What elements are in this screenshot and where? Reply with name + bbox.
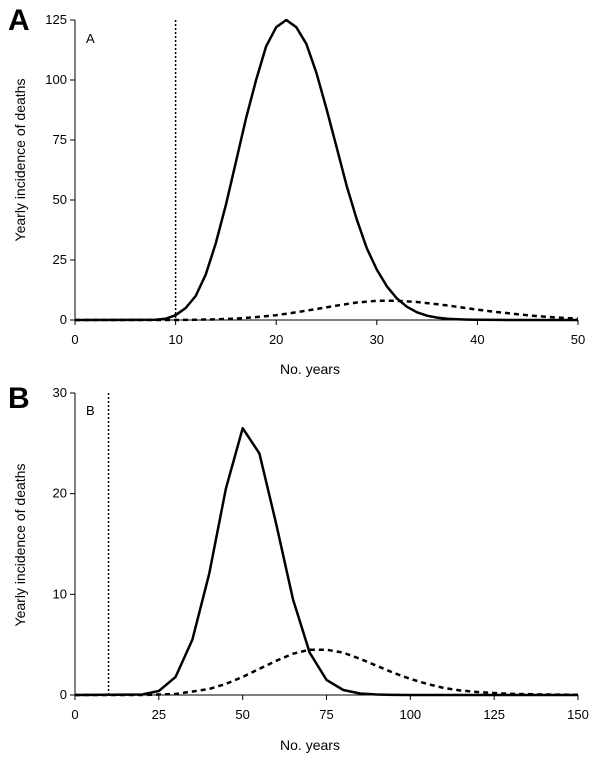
- x-tick-label-a: 10: [168, 332, 182, 347]
- x-tick-label-b: 25: [152, 707, 166, 722]
- x-tick-label-b: 50: [235, 707, 249, 722]
- x-tick-label-a: 0: [71, 332, 78, 347]
- inset-label-b: B: [86, 403, 95, 418]
- x-tick-label-a: 30: [370, 332, 384, 347]
- x-axis-title-a: No. years: [280, 361, 340, 377]
- y-axis-title-b: Yearly incidence of deaths: [12, 464, 28, 627]
- panel-letter-b: B: [8, 382, 30, 415]
- x-tick-label-b: 150: [567, 707, 589, 722]
- solid-series-line-a: [74, 18, 578, 322]
- y-tick-label-b: 20: [53, 486, 67, 501]
- panel-letter-a: A: [8, 4, 30, 37]
- y-tick-label-a: 75: [53, 132, 67, 147]
- x-tick-label-b: 75: [319, 707, 333, 722]
- y-tick-label-a: 25: [53, 252, 67, 267]
- y-tick-label-b: 10: [53, 586, 67, 601]
- y-tick-label-a: 125: [45, 12, 67, 27]
- x-tick-label-a: 40: [470, 332, 484, 347]
- x-axis-title-b: No. years: [280, 737, 340, 753]
- dashed-series-line-a: [75, 299, 579, 322]
- solid-series-line-b: [74, 426, 578, 697]
- y-tick-label-a: 0: [60, 312, 67, 327]
- y-axis-title-a: Yearly incidence of deaths: [12, 79, 28, 242]
- y-tick-label-b: 0: [60, 687, 67, 702]
- inset-label-a: A: [86, 31, 95, 46]
- x-tick-label-a: 20: [269, 332, 283, 347]
- y-tick-label-a: 50: [53, 192, 67, 207]
- dashed-series-line-b: [75, 648, 579, 697]
- panel-a: A A Yearly incidence of deaths No. years…: [8, 4, 585, 377]
- y-tick-label-b: 30: [53, 385, 67, 400]
- y-tick-label-a: 100: [45, 72, 67, 87]
- panel-b: B B Yearly incidence of deaths No. years…: [8, 382, 589, 753]
- x-tick-label-b: 0: [71, 707, 78, 722]
- x-tick-label-b: 100: [399, 707, 421, 722]
- x-tick-label-b: 125: [483, 707, 505, 722]
- x-tick-label-a: 50: [571, 332, 585, 347]
